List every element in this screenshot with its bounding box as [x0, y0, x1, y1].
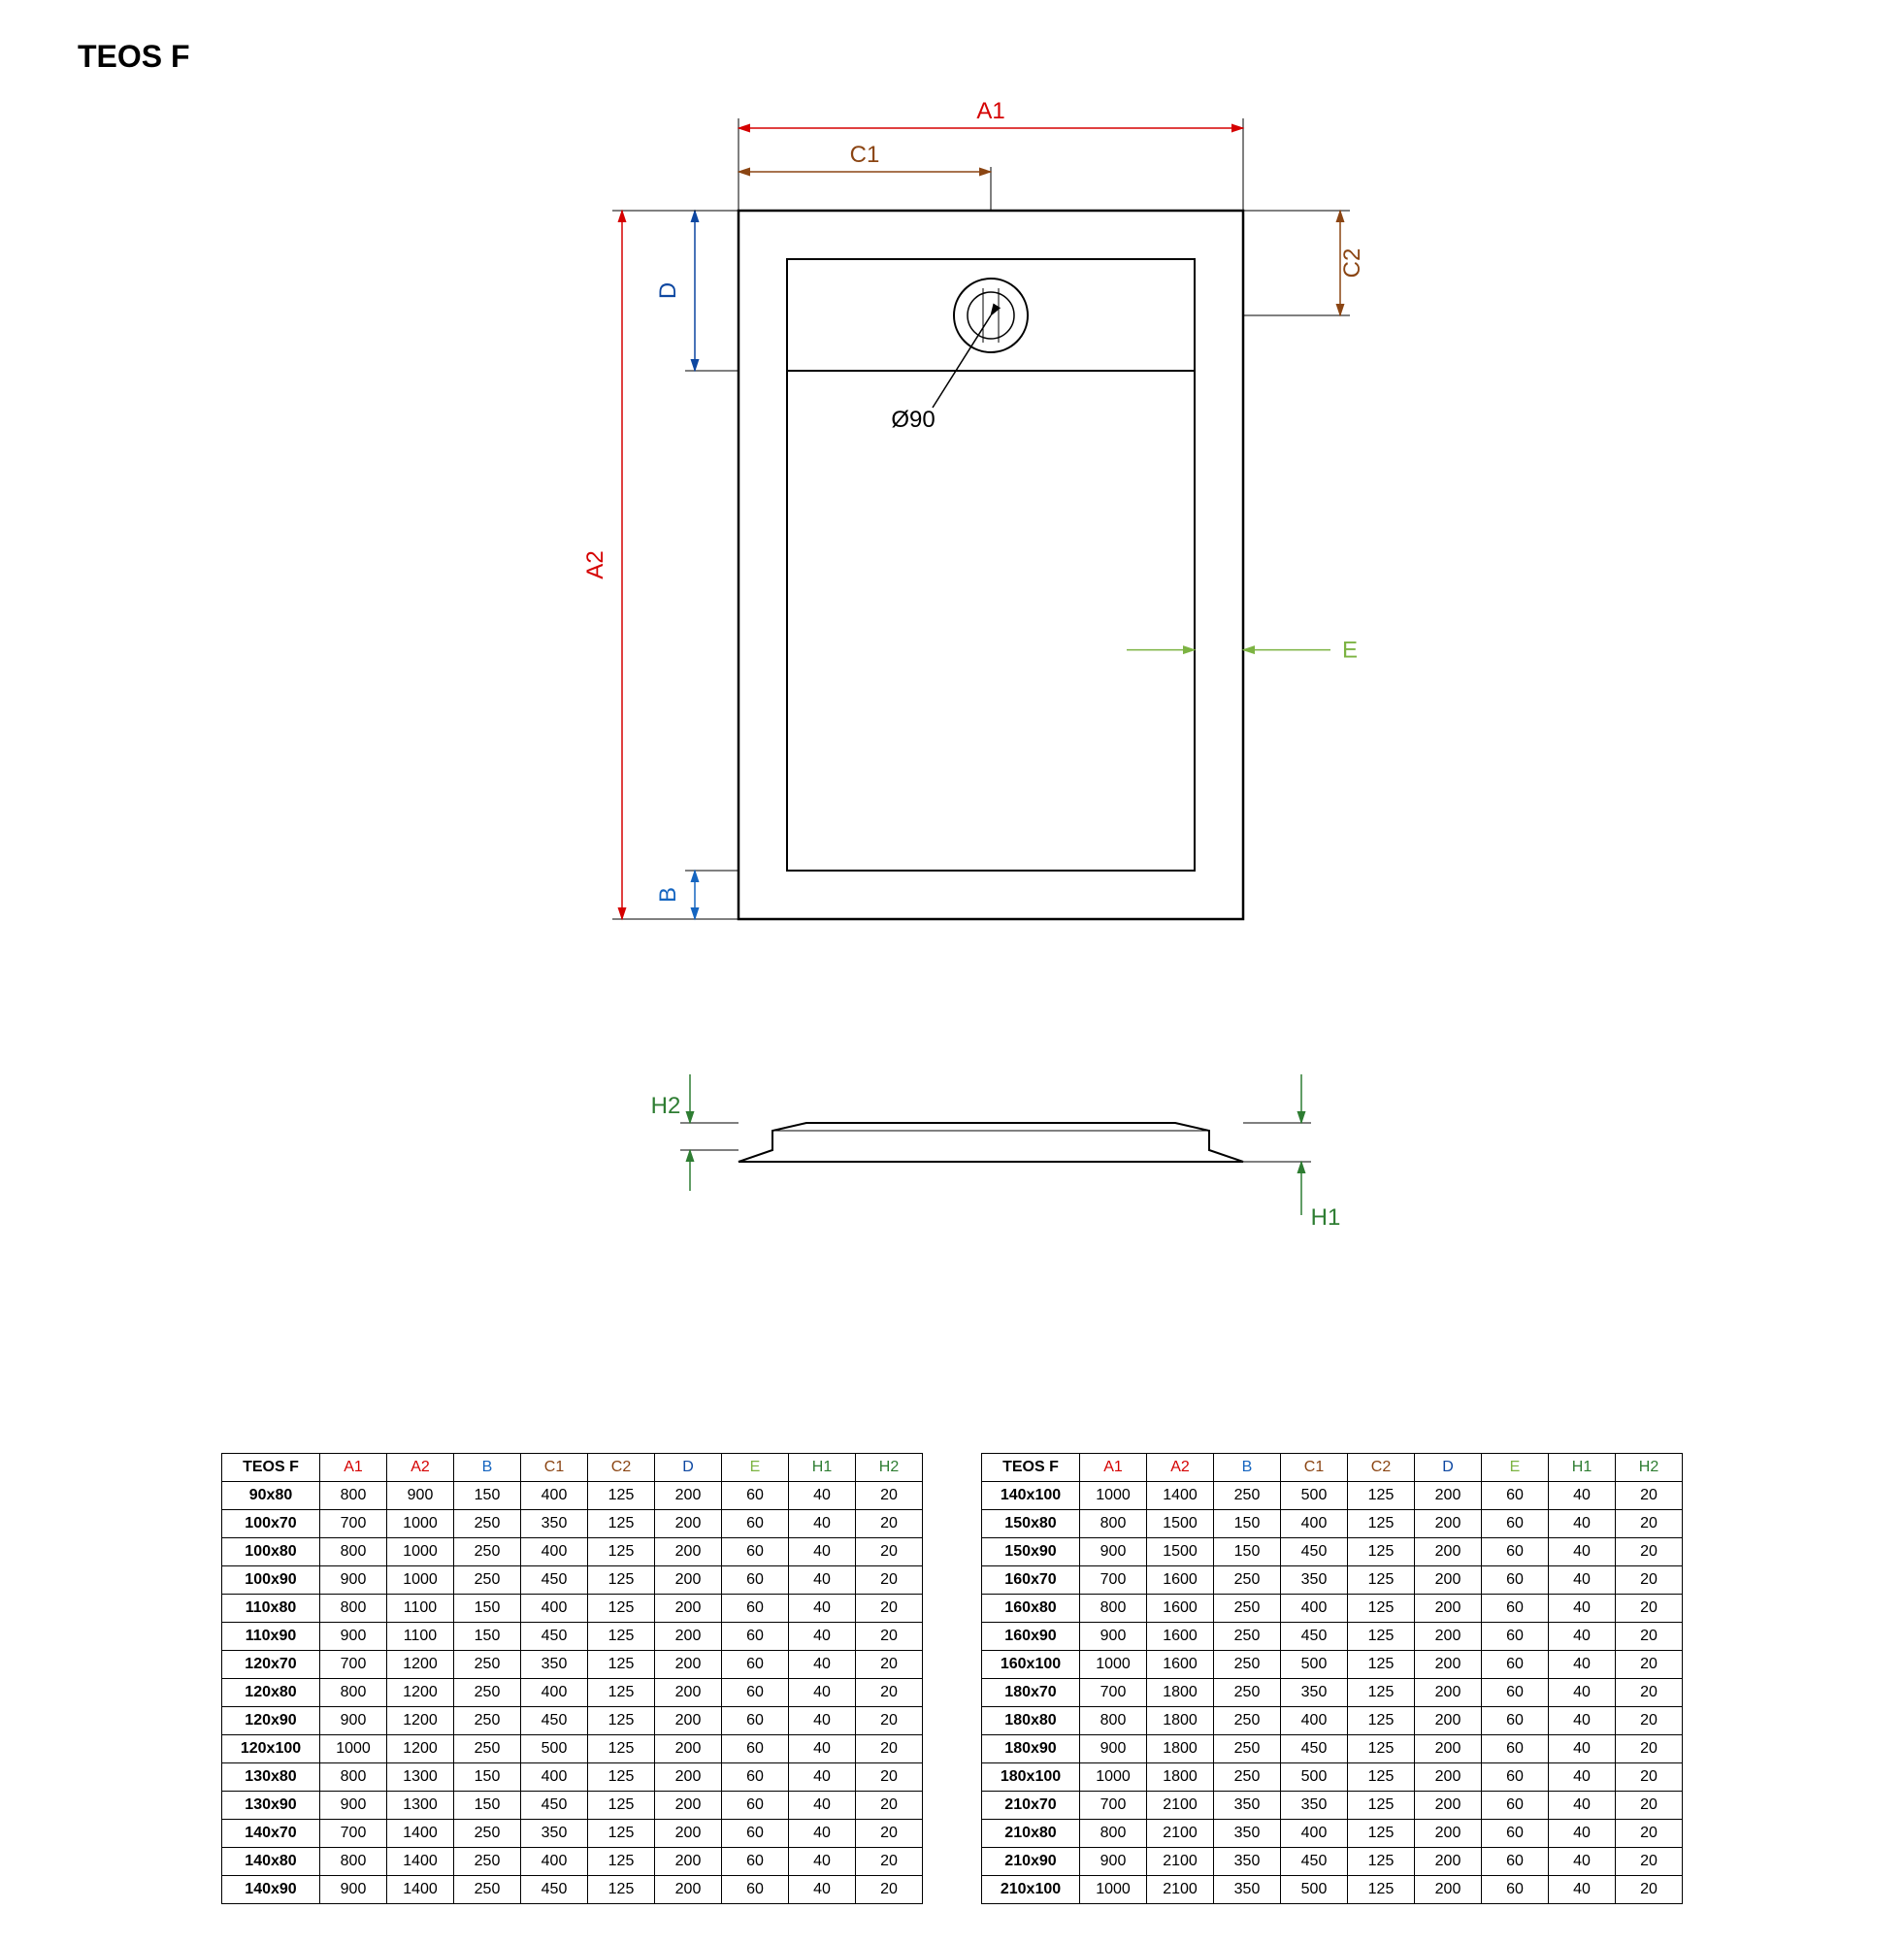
table-row: 160x909001600250450125200604020 — [982, 1623, 1683, 1651]
table-row: 120x909001200250450125200604020 — [222, 1707, 923, 1735]
table-row: 150x909001500150450125200604020 — [982, 1538, 1683, 1566]
svg-text:Ø90: Ø90 — [891, 407, 935, 433]
svg-text:A2: A2 — [582, 550, 608, 578]
table-row: 90x80800900150400125200604020 — [222, 1482, 923, 1510]
table-row: 130x808001300150400125200604020 — [222, 1763, 923, 1792]
table-row: 150x808001500150400125200604020 — [982, 1510, 1683, 1538]
table-row: 100x909001000250450125200604020 — [222, 1566, 923, 1595]
col-header: H1 — [1549, 1454, 1616, 1482]
table-row: 100x707001000250350125200604020 — [222, 1510, 923, 1538]
table-row: 140x909001400250450125200604020 — [222, 1876, 923, 1904]
table-row: 180x808001800250400125200604020 — [982, 1707, 1683, 1735]
svg-text:E: E — [1342, 638, 1358, 664]
col-header: C1 — [521, 1454, 588, 1482]
col-header: H2 — [856, 1454, 923, 1482]
table-row: 140x808001400250400125200604020 — [222, 1848, 923, 1876]
col-header: D — [1415, 1454, 1482, 1482]
table-row: 120x707001200250350125200604020 — [222, 1651, 923, 1679]
technical-drawing: Ø90 A1 C1 C2 D A2 B E H2 H1 — [370, 94, 1534, 1404]
col-header: A2 — [387, 1454, 454, 1482]
table-row: 120x10010001200250500125200604020 — [222, 1735, 923, 1763]
table-row: 160x808001600250400125200604020 — [982, 1595, 1683, 1623]
svg-text:A1: A1 — [976, 98, 1004, 124]
col-header: E — [722, 1454, 789, 1482]
col-header: H2 — [1616, 1454, 1683, 1482]
col-header: A1 — [1080, 1454, 1147, 1482]
table-row: 140x10010001400250500125200604020 — [982, 1482, 1683, 1510]
col-header: D — [655, 1454, 722, 1482]
col-header: B — [454, 1454, 521, 1482]
table-row: 100x808001000250400125200604020 — [222, 1538, 923, 1566]
dimension-tables: TEOS FA1A2BC1C2DEH1H290x8080090015040012… — [39, 1453, 1865, 1904]
table-row: 160x707001600250350125200604020 — [982, 1566, 1683, 1595]
col-header: A1 — [320, 1454, 387, 1482]
col-header: TEOS F — [982, 1454, 1080, 1482]
col-header: E — [1482, 1454, 1549, 1482]
table-row: 210x10010002100350500125200604020 — [982, 1876, 1683, 1904]
table-row: 120x808001200250400125200604020 — [222, 1679, 923, 1707]
col-header: H1 — [789, 1454, 856, 1482]
col-header: B — [1214, 1454, 1281, 1482]
svg-text:C1: C1 — [850, 142, 880, 168]
dimensions-table-left: TEOS FA1A2BC1C2DEH1H290x8080090015040012… — [221, 1453, 923, 1904]
table-row: 180x10010001800250500125200604020 — [982, 1763, 1683, 1792]
table-row: 110x909001100150450125200604020 — [222, 1623, 923, 1651]
col-header: C1 — [1281, 1454, 1348, 1482]
table-row: 130x909001300150450125200604020 — [222, 1792, 923, 1820]
col-header: TEOS F — [222, 1454, 320, 1482]
dimensions-table-right: TEOS FA1A2BC1C2DEH1H2140x100100014002505… — [981, 1453, 1683, 1904]
col-header: A2 — [1147, 1454, 1214, 1482]
svg-text:D: D — [655, 282, 681, 299]
table-row: 210x707002100350350125200604020 — [982, 1792, 1683, 1820]
svg-text:H2: H2 — [651, 1093, 681, 1119]
table-row: 180x707001800250350125200604020 — [982, 1679, 1683, 1707]
table-row: 180x909001800250450125200604020 — [982, 1735, 1683, 1763]
table-row: 210x808002100350400125200604020 — [982, 1820, 1683, 1848]
table-row: 210x909002100350450125200604020 — [982, 1848, 1683, 1876]
page-title: TEOS F — [78, 39, 1865, 75]
col-header: C2 — [588, 1454, 655, 1482]
table-row: 110x808001100150400125200604020 — [222, 1595, 923, 1623]
svg-text:B: B — [655, 887, 681, 903]
col-header: C2 — [1348, 1454, 1415, 1482]
svg-text:H1: H1 — [1311, 1204, 1341, 1231]
table-row: 140x707001400250350125200604020 — [222, 1820, 923, 1848]
svg-text:C2: C2 — [1339, 248, 1365, 279]
table-row: 160x10010001600250500125200604020 — [982, 1651, 1683, 1679]
